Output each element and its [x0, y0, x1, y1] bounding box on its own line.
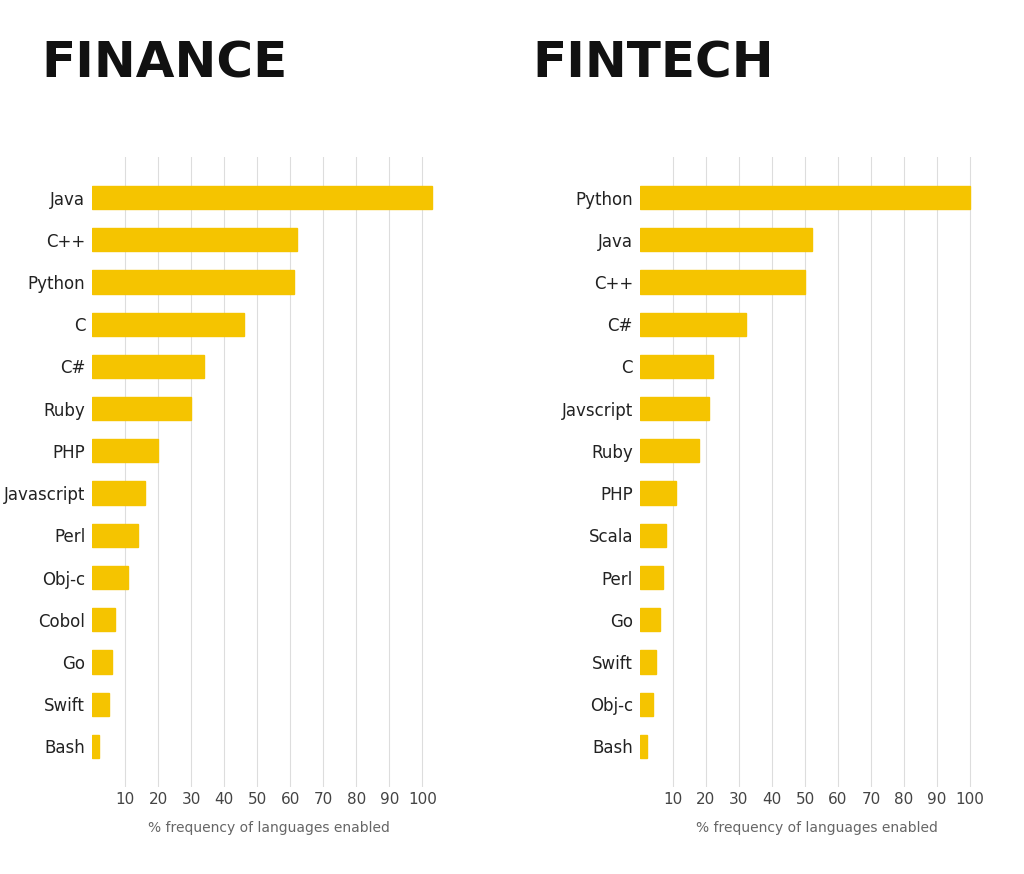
Bar — [92, 735, 98, 758]
Bar — [640, 440, 699, 462]
Bar — [92, 482, 145, 504]
Bar — [640, 524, 667, 547]
Bar — [92, 397, 191, 420]
Bar — [92, 650, 112, 674]
Bar — [640, 313, 745, 336]
X-axis label: % frequency of languages enabled: % frequency of languages enabled — [147, 821, 390, 835]
Bar — [92, 355, 205, 378]
Bar — [92, 524, 138, 547]
Bar — [640, 650, 656, 674]
X-axis label: % frequency of languages enabled: % frequency of languages enabled — [695, 821, 938, 835]
Text: FINTECH: FINTECH — [532, 39, 774, 87]
Bar — [92, 565, 128, 589]
Bar — [640, 270, 805, 294]
Bar — [640, 735, 646, 758]
Bar — [640, 608, 659, 631]
Bar — [92, 270, 294, 294]
Bar — [640, 692, 653, 716]
Bar — [92, 692, 109, 716]
Bar — [92, 608, 116, 631]
Bar — [92, 440, 159, 462]
Bar — [640, 565, 663, 589]
Bar — [92, 186, 432, 209]
Bar — [640, 355, 713, 378]
Text: FINANCE: FINANCE — [41, 39, 287, 87]
Bar — [640, 228, 812, 252]
Bar — [640, 482, 676, 504]
Bar — [92, 313, 244, 336]
Bar — [640, 397, 710, 420]
Bar — [640, 186, 970, 209]
Bar — [92, 228, 297, 252]
